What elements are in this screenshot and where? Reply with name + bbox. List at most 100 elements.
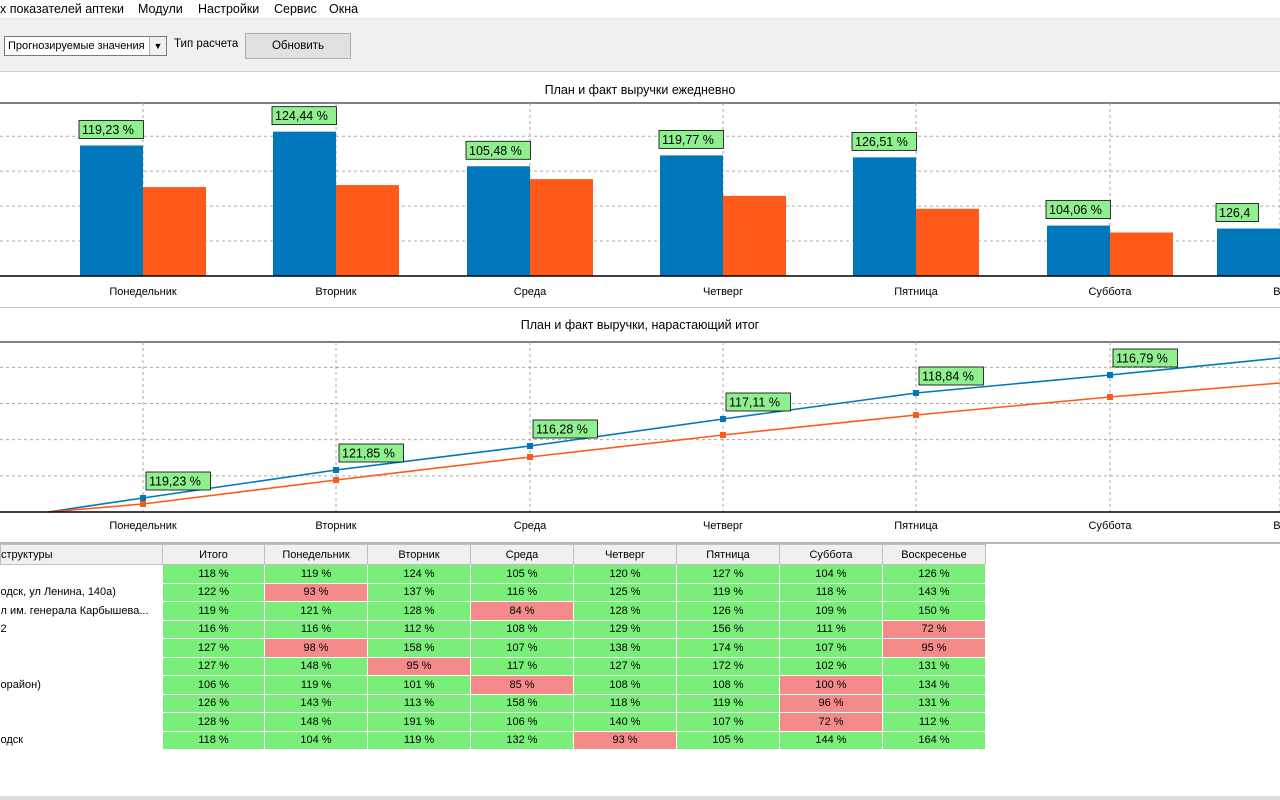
table-cell[interactable]: 112 % (367, 619, 471, 639)
table-row[interactable]: одск 118 % 104 % 119 % 132 % 93 % 105 % 144 % 16… (0, 730, 986, 750)
table-cell[interactable]: 105 % (676, 730, 780, 750)
table-cell[interactable]: 104 % (779, 564, 883, 584)
table-row[interactable]: орайон) 106 % 119 % 101 % 85 % 108 % 108 % 100 … (0, 675, 986, 695)
table-cell[interactable]: 129 % (573, 619, 677, 639)
table-cell[interactable]: 95 % (367, 656, 471, 676)
table-cell[interactable]: 119 % (676, 693, 780, 713)
table-cell[interactable]: 137 % (367, 582, 471, 602)
table-row[interactable]: 127 % 148 % 95 % 117 % 127 % 172 % 102 % 131 % (0, 656, 986, 676)
table-cell[interactable]: 131 % (882, 693, 986, 713)
table-cell[interactable]: 118 % (162, 564, 265, 584)
menu-item-modules[interactable]: Модули (138, 2, 183, 16)
table-cell[interactable]: 156 % (676, 619, 780, 639)
table-cell[interactable]: 84 % (470, 601, 574, 621)
table-cell[interactable]: 131 % (882, 656, 986, 676)
table-cell[interactable]: 127 % (573, 656, 677, 676)
table-cell[interactable]: 119 % (264, 675, 368, 695)
table-cell[interactable]: 95 % (882, 638, 986, 658)
table-cell[interactable]: 108 % (676, 675, 780, 695)
chevron-down-icon[interactable]: ▼ (149, 37, 166, 55)
menu-item-windows[interactable]: Окна (329, 2, 359, 16)
table-cell[interactable]: 128 % (367, 601, 471, 621)
table-cell[interactable]: 164 % (882, 730, 986, 750)
table-cell[interactable]: 106 % (470, 712, 574, 732)
mode-select[interactable]: Прогнозируемые значения ▼ (4, 36, 167, 56)
table-cell[interactable]: 150 % (882, 601, 986, 621)
table-cell[interactable]: 126 % (162, 693, 265, 713)
table-cell[interactable]: 143 % (264, 693, 368, 713)
table-cell[interactable]: 138 % (573, 638, 677, 658)
table-cell[interactable]: 118 % (779, 582, 883, 602)
table-cell[interactable]: 127 % (162, 656, 265, 676)
table-cell[interactable]: 119 % (162, 601, 265, 621)
table-cell[interactable]: 127 % (676, 564, 780, 584)
table-cell[interactable]: 118 % (162, 730, 265, 750)
column-header[interactable]: Пятница (676, 544, 780, 565)
table-cell[interactable]: 125 % (573, 582, 677, 602)
table-cell[interactable]: 172 % (676, 656, 780, 676)
table-cell[interactable]: 112 % (882, 712, 986, 732)
table-cell[interactable]: 101 % (367, 675, 471, 695)
table-cell[interactable]: 116 % (470, 582, 574, 602)
table-cell[interactable]: 93 % (264, 582, 368, 602)
column-header-structure[interactable]: структуры (0, 544, 163, 565)
table-row[interactable]: 127 % 98 % 158 % 107 % 138 % 174 % 107 % 95 % (0, 638, 986, 658)
column-header[interactable]: Воскресенье (882, 544, 986, 565)
menu-item-reports[interactable]: х показателей аптеки (0, 2, 124, 16)
table-cell[interactable]: 119 % (367, 730, 471, 750)
table-cell[interactable]: 105 % (470, 564, 574, 584)
table-cell[interactable]: 85 % (470, 675, 574, 695)
table-cell[interactable]: 126 % (676, 601, 780, 621)
table-cell[interactable]: 127 % (162, 638, 265, 658)
table-cell[interactable]: 191 % (367, 712, 471, 732)
table-cell[interactable]: 72 % (882, 619, 986, 639)
menu-item-settings[interactable]: Настройки (198, 2, 260, 16)
column-header[interactable]: Суббота (779, 544, 883, 565)
menu-item-service[interactable]: Сервис (274, 2, 317, 16)
column-header[interactable]: Понедельник (264, 544, 368, 565)
table-cell[interactable]: 132 % (470, 730, 574, 750)
table-cell[interactable]: 108 % (573, 675, 677, 695)
table-row[interactable]: 2 116 % 116 % 112 % 108 % 129 % 156 % 111 % 72 % (0, 619, 986, 639)
table-cell[interactable]: 93 % (573, 730, 677, 750)
table-cell[interactable]: 116 % (264, 619, 368, 639)
table-cell[interactable]: 121 % (264, 601, 368, 621)
table-cell[interactable]: 126 % (882, 564, 986, 584)
table-cell[interactable]: 119 % (676, 582, 780, 602)
table-cell[interactable]: 120 % (573, 564, 677, 584)
table-cell[interactable]: 148 % (264, 712, 368, 732)
table-row[interactable]: 126 % 143 % 113 % 158 % 118 % 119 % 96 % 131 % (0, 693, 986, 713)
table-cell[interactable]: 107 % (779, 638, 883, 658)
table-cell[interactable]: 174 % (676, 638, 780, 658)
table-cell[interactable]: 158 % (470, 693, 574, 713)
table-cell[interactable]: 119 % (264, 564, 368, 584)
table-cell[interactable]: 128 % (162, 712, 265, 732)
column-header[interactable]: Четверг (573, 544, 677, 565)
table-cell[interactable]: 116 % (162, 619, 265, 639)
table-cell[interactable]: 100 % (779, 675, 883, 695)
table-cell[interactable]: 117 % (470, 656, 574, 676)
table-cell[interactable]: 107 % (676, 712, 780, 732)
column-header[interactable]: Итого (162, 544, 265, 565)
table-cell[interactable]: 98 % (264, 638, 368, 658)
table-cell[interactable]: 109 % (779, 601, 883, 621)
table-row[interactable]: 118 % 119 % 124 % 105 % 120 % 127 % 104 % 126 % (0, 564, 986, 584)
refresh-button[interactable]: Обновить (245, 33, 351, 59)
column-header[interactable]: Среда (470, 544, 574, 565)
table-cell[interactable]: 72 % (779, 712, 883, 732)
table-cell[interactable]: 128 % (573, 601, 677, 621)
table-cell[interactable]: 102 % (779, 656, 883, 676)
table-cell[interactable]: 140 % (573, 712, 677, 732)
table-row[interactable]: л им. генерала Карбышева... 119 % 121 % 128… (0, 601, 986, 621)
table-cell[interactable]: 113 % (367, 693, 471, 713)
table-cell[interactable]: 134 % (882, 675, 986, 695)
table-cell[interactable]: 148 % (264, 656, 368, 676)
table-cell[interactable]: 144 % (779, 730, 883, 750)
table-cell[interactable]: 96 % (779, 693, 883, 713)
table-cell[interactable]: 108 % (470, 619, 574, 639)
table-cell[interactable]: 143 % (882, 582, 986, 602)
table-cell[interactable]: 104 % (264, 730, 368, 750)
table-row[interactable]: 128 % 148 % 191 % 106 % 140 % 107 % 72 % 112 % (0, 712, 986, 732)
table-cell[interactable]: 107 % (470, 638, 574, 658)
table-cell[interactable]: 118 % (573, 693, 677, 713)
